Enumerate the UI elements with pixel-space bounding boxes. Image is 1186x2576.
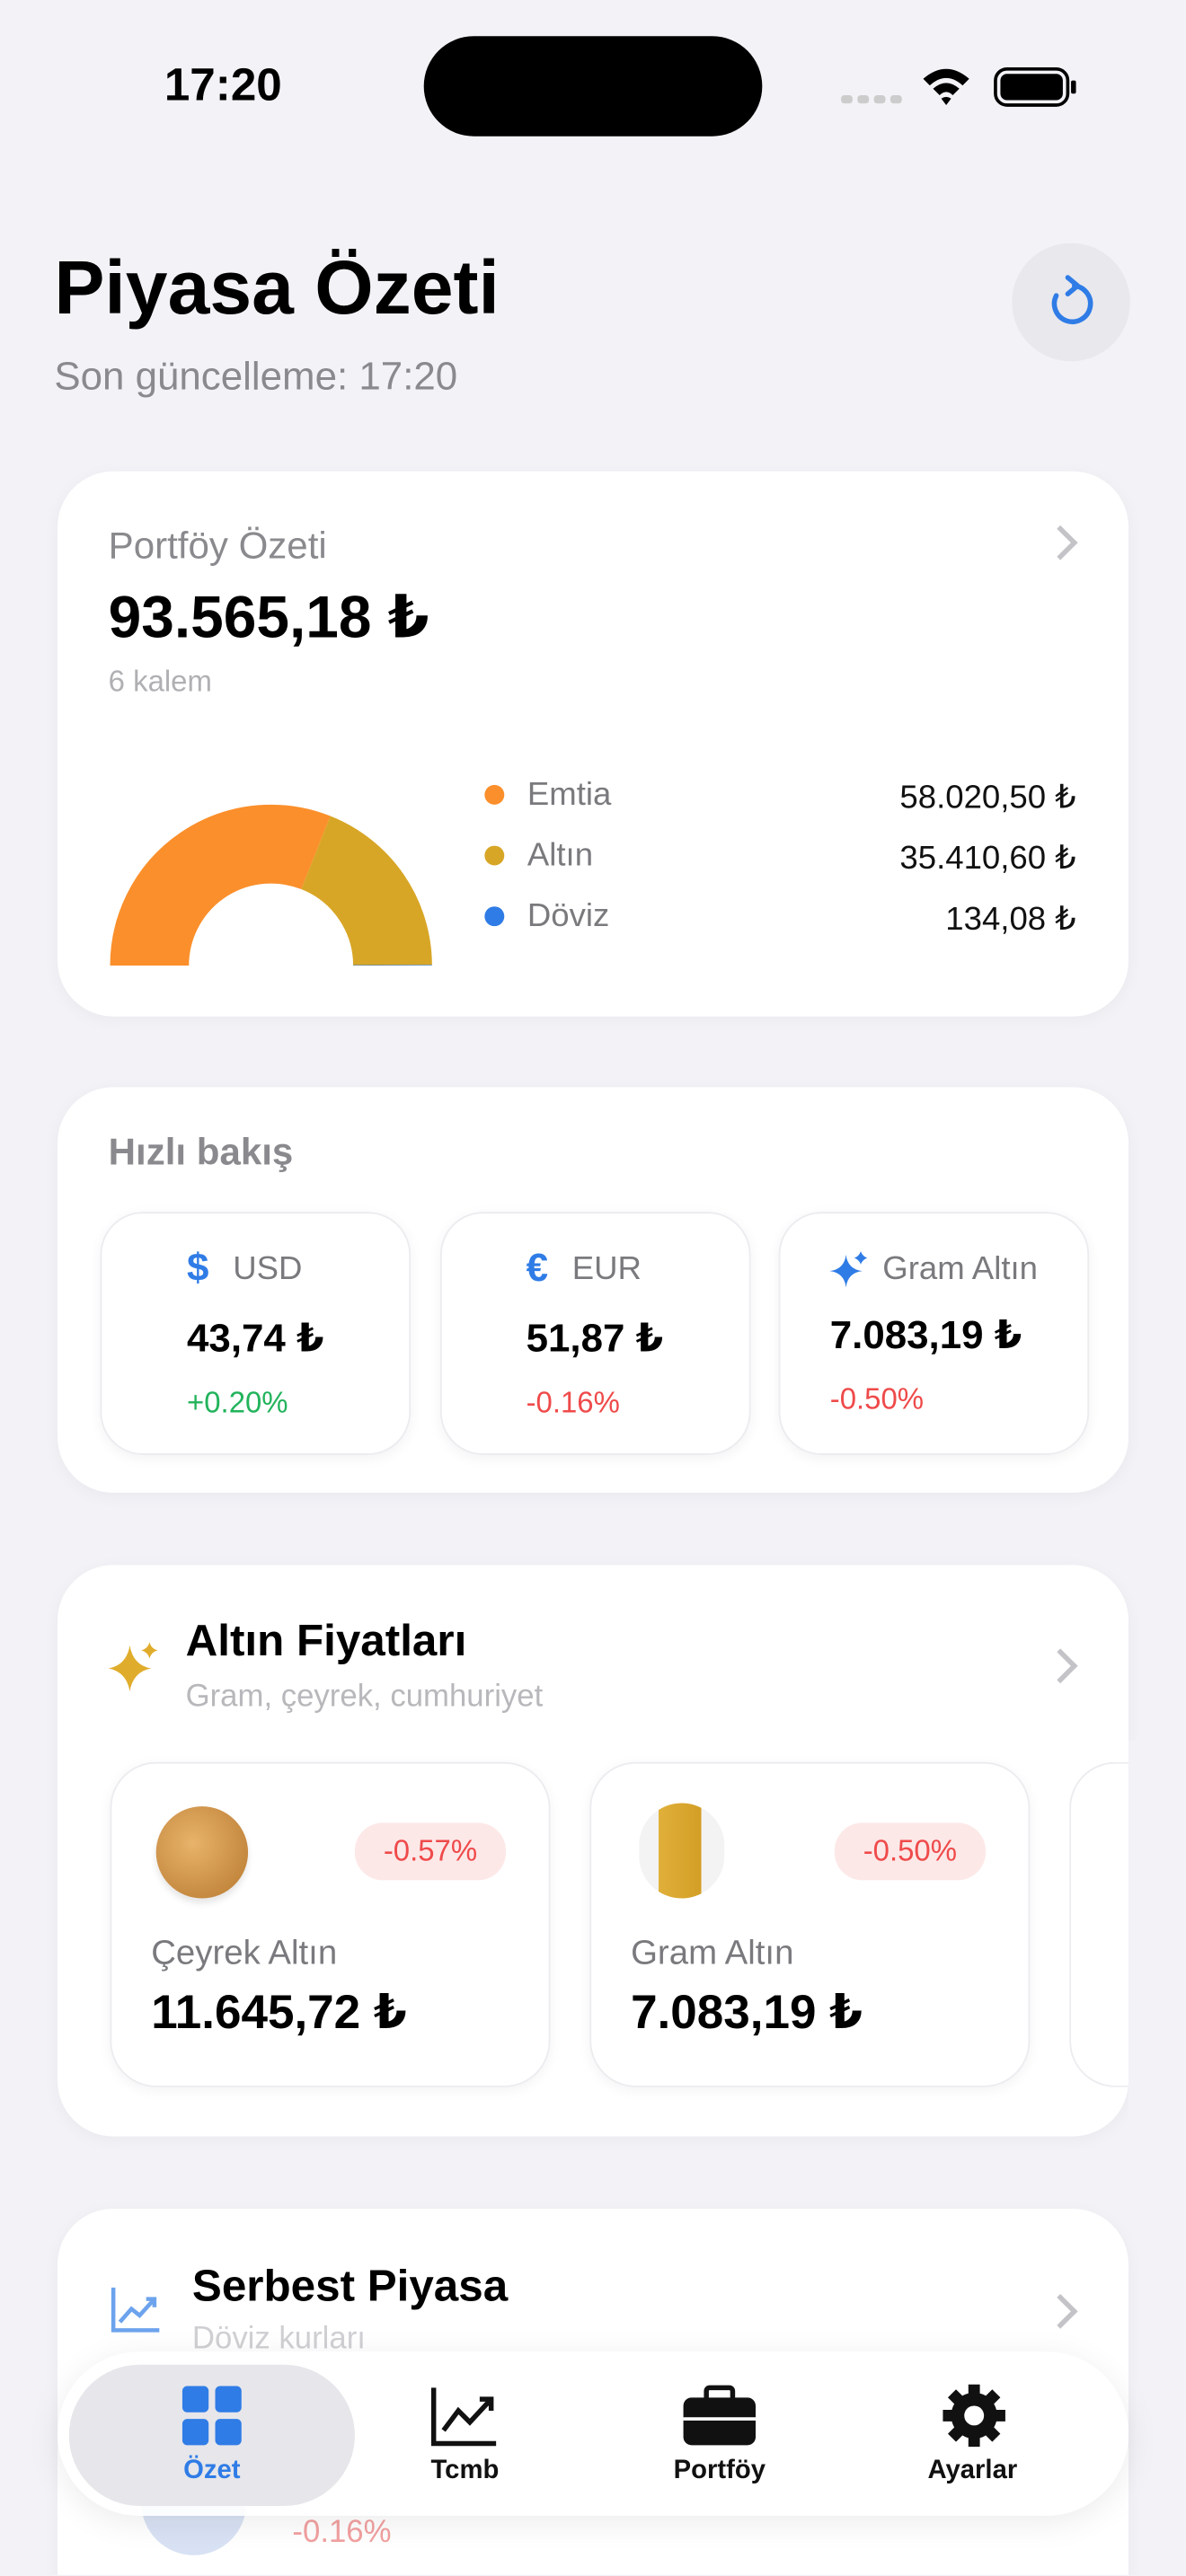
tab-label[interactable]: Portföy xyxy=(673,2457,766,2485)
legend-dot xyxy=(484,845,505,866)
tab-label[interactable]: Ayarlar xyxy=(927,2457,1018,2485)
gold-item-name: Gram Altın xyxy=(631,1934,794,1972)
change-badge: -0.57% xyxy=(354,1822,507,1881)
quick-item-content: $ USD 43,74 ₺ +0.20% xyxy=(187,1247,324,1421)
quick-item-change: -0.16% xyxy=(526,1386,620,1419)
legend-name: Emtia xyxy=(527,776,612,814)
market-subtitle: Döviz kurları xyxy=(191,2322,366,2357)
quick-item-name: USD xyxy=(233,1250,303,1287)
quick-item-price: 7.083,19 ₺ xyxy=(829,1313,1022,1359)
portfolio-card[interactable] xyxy=(57,471,1129,1017)
quick-title: Hızlı bakış xyxy=(108,1129,294,1173)
legend-name: Döviz xyxy=(527,898,610,935)
chart-icon xyxy=(111,2287,160,2333)
gold-item-price: 11.645,72 ₺ xyxy=(151,1987,407,2040)
legend-name: Altın xyxy=(527,837,594,874)
tab-icon xyxy=(683,2385,757,2446)
gold-title: Altın Fiyatları xyxy=(185,1616,467,1665)
quick-item[interactable]: € EUR 51,87 ₺ -0.16% xyxy=(439,1212,750,1455)
portfolio-title: Portföy Özeti xyxy=(108,524,327,567)
quick-item-change: -0.50% xyxy=(829,1382,925,1416)
quick-item-name: Gram Altın xyxy=(882,1250,1038,1287)
currency-symbol: $ xyxy=(187,1246,209,1292)
gold-item-name: Çeyrek Altın xyxy=(151,1934,338,1972)
dynamic-island xyxy=(423,36,763,137)
quick-item[interactable]: $ USD 43,74 ₺ +0.20% xyxy=(100,1212,412,1455)
tab-icon xyxy=(181,2386,242,2446)
legend-value: 35.410,60 ₺ xyxy=(899,841,1076,878)
page-subtitle: Son güncelleme: 17:20 xyxy=(54,354,458,400)
page-title: Piyasa Özeti xyxy=(54,244,500,331)
sparkle-icon xyxy=(108,1642,158,1692)
status-time: 17:20 xyxy=(164,58,282,110)
change-badge: -0.50% xyxy=(834,1822,986,1881)
quick-item-header: € EUR xyxy=(527,1247,664,1292)
quick-item-header: $ USD xyxy=(187,1247,324,1292)
tab-selected xyxy=(68,2364,355,2506)
refresh-button[interactable] xyxy=(1012,243,1130,362)
legend-dot xyxy=(484,906,505,927)
gauge-segment xyxy=(300,816,432,967)
tab-icon xyxy=(430,2387,497,2447)
gold-card-peek xyxy=(1069,1761,1137,2087)
status-icons xyxy=(841,66,1076,107)
gold-item-price: 7.083,19 ₺ xyxy=(631,1987,863,2040)
gauge xyxy=(110,804,432,967)
quick-item-content: Gram Altın 7.083,19 ₺ -0.50% xyxy=(829,1249,1038,1416)
portfolio-total: 93.565,18 ₺ xyxy=(108,583,429,651)
gold-subtitle: Gram, çeyrek, cumhuriyet xyxy=(185,1680,544,1715)
quick-item-price: 43,74 ₺ xyxy=(187,1317,324,1362)
sparkle-icon xyxy=(829,1251,868,1288)
quick-item-content: € EUR 51,87 ₺ -0.16% xyxy=(527,1247,664,1421)
edge xyxy=(1128,1740,1186,2119)
market-title: Serbest Piyasa xyxy=(191,2261,509,2311)
tab-icon xyxy=(943,2384,1005,2448)
legend-dot xyxy=(484,784,505,805)
legend-value: 134,08 ₺ xyxy=(945,901,1076,938)
currency-symbol: € xyxy=(526,1246,548,1292)
portfolio-count: 6 kalem xyxy=(108,665,212,699)
quick-item-price: 51,87 ₺ xyxy=(526,1317,664,1362)
quick-item-header: Gram Altın xyxy=(829,1249,1038,1289)
bar-image xyxy=(639,1803,725,1899)
gauge-segment xyxy=(110,804,331,967)
market-change: -0.16% xyxy=(292,2515,392,2551)
quick-item-change: +0.20% xyxy=(187,1386,288,1419)
quick-item[interactable]: Gram Altın 7.083,19 ₺ -0.50% xyxy=(778,1212,1090,1455)
tab-label[interactable]: Özet xyxy=(183,2457,241,2485)
legend-value: 58.020,50 ₺ xyxy=(899,780,1076,816)
tab-label[interactable]: Tcmb xyxy=(430,2457,500,2485)
coin-image xyxy=(155,1806,249,1899)
quick-item-name: EUR xyxy=(571,1250,642,1287)
